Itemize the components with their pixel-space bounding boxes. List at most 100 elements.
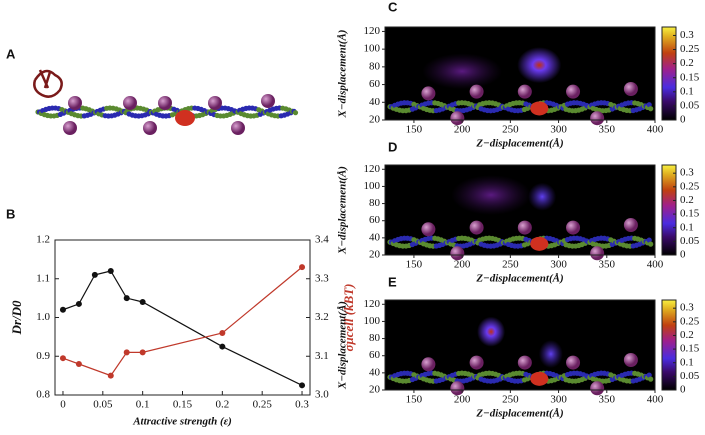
x-axis-label: Attractive strength (ε) <box>132 416 232 428</box>
colorbar-tick-label: 0.15 <box>680 343 700 355</box>
heatmap <box>385 300 655 396</box>
colorbar-tick-label: 0.2 <box>680 57 694 69</box>
colorbar-tick-label: 0.15 <box>680 208 700 220</box>
panel-label: C <box>388 0 398 14</box>
dna-bead <box>648 241 654 247</box>
x-tick-label: 400 <box>647 394 664 406</box>
x-tick-label: 0.2 <box>215 399 229 411</box>
y-axis-label: X−displacement(Å) <box>337 301 349 390</box>
density-blob <box>538 340 563 368</box>
panel-label: E <box>388 274 397 289</box>
y-tick-label: 0.9 <box>36 350 50 362</box>
data-point <box>139 349 146 356</box>
x-axis-label: Z−displacement(Å) <box>475 273 563 285</box>
protein-ball <box>469 220 484 235</box>
y-tick-label: 1.1 <box>36 272 50 284</box>
y-tick-label: 40 <box>369 231 381 243</box>
colorbar-tick-label: 0.05 <box>680 235 700 247</box>
x-tick-label: 0.3 <box>295 399 309 411</box>
protein-ball <box>208 96 222 110</box>
colorbar <box>661 164 677 256</box>
protein-ball <box>143 121 157 135</box>
protein-ball <box>123 96 137 110</box>
data-point <box>107 372 114 379</box>
dna-bead <box>648 376 654 382</box>
colorbar-tick-label: 0.2 <box>680 194 694 206</box>
y-tick-label: 1.2 <box>36 234 50 246</box>
protein-ball <box>469 355 484 370</box>
x-tick-label: 350 <box>599 394 616 406</box>
x-tick-label: 150 <box>406 124 423 136</box>
x-tick-label: 200 <box>454 394 471 406</box>
protein-ball <box>517 220 532 235</box>
dna-bead <box>646 102 652 108</box>
x-tick-label: 150 <box>406 394 423 406</box>
y2-tick-label: 3.2 <box>315 311 329 323</box>
plot-frame <box>384 164 656 256</box>
y-tick-label: 120 <box>364 298 381 310</box>
x-tick-label: 0.15 <box>173 399 193 411</box>
y-tick-label: 80 <box>369 60 381 72</box>
y-tick-label: 60 <box>369 349 381 361</box>
data-point <box>123 349 130 356</box>
protein-ball <box>590 381 605 396</box>
colorbar-tick-label: 0.1 <box>680 85 694 97</box>
protein-ball <box>517 84 532 99</box>
data-point <box>59 355 66 362</box>
highlight-site <box>530 236 549 251</box>
x-tick-label: 0 <box>60 399 66 411</box>
y-tick-label: 20 <box>369 249 381 261</box>
y-tick-label: 80 <box>369 332 381 344</box>
y-axis-label: X−displacement(Å) <box>337 166 349 255</box>
x-tick-label: 0.1 <box>136 399 150 411</box>
y-tick-label: 120 <box>364 25 381 37</box>
density-blob <box>477 316 506 347</box>
y-tick-label: 100 <box>364 180 381 192</box>
density-blob <box>528 182 557 211</box>
colorbar-tick-label: 0.25 <box>680 43 700 55</box>
y-tick-label: 100 <box>364 315 381 327</box>
colorbar-tick-label: 0 <box>680 249 686 261</box>
colorbar <box>661 26 677 121</box>
protein-ball <box>623 218 638 232</box>
protein-ball <box>421 222 436 237</box>
colorbar-tick-label: 0.3 <box>680 29 694 41</box>
data-point <box>107 268 114 274</box>
x-tick-label: 400 <box>647 124 664 136</box>
protein-ball <box>623 82 638 96</box>
data-point <box>75 300 82 307</box>
data-point <box>139 299 146 305</box>
density-blob <box>517 47 562 84</box>
protein-ball <box>450 381 465 396</box>
y2-axis-label: σμcell (kBT) <box>341 283 356 351</box>
data-point <box>219 330 226 336</box>
protein-ball <box>68 96 82 110</box>
protein-ball <box>158 96 172 110</box>
colorbar-tick-label: 0.15 <box>680 71 700 83</box>
x-tick-label: 300 <box>550 259 567 271</box>
y-tick-label: 60 <box>369 78 381 90</box>
protein-ball <box>450 246 465 261</box>
x-tick-label: 400 <box>647 259 664 271</box>
plot-frame <box>384 26 656 121</box>
density-blob <box>422 53 503 90</box>
data-point <box>59 306 66 313</box>
data-point <box>299 264 306 271</box>
y-axis-label: Dr/D0 <box>9 300 24 335</box>
protein-ball <box>566 84 581 99</box>
protein-ball <box>566 355 581 370</box>
colorbar-tick-label: 0.25 <box>680 315 700 327</box>
colorbar-tick-label: 0.25 <box>680 180 700 192</box>
protein-ball <box>450 111 465 126</box>
highlight-site <box>530 101 549 116</box>
x-tick-label: 350 <box>599 259 616 271</box>
colorbar-tick-label: 0.3 <box>680 167 694 179</box>
y2-tick-label: 3.1 <box>315 350 329 362</box>
x-axis-label: Z−displacement(Å) <box>475 408 563 420</box>
y-axis-label: X−displacement(Å) <box>337 30 349 119</box>
x-tick-label: 300 <box>550 394 567 406</box>
series-line <box>62 270 303 386</box>
protein-ball <box>261 94 275 108</box>
x-tick-label: 200 <box>454 124 471 136</box>
